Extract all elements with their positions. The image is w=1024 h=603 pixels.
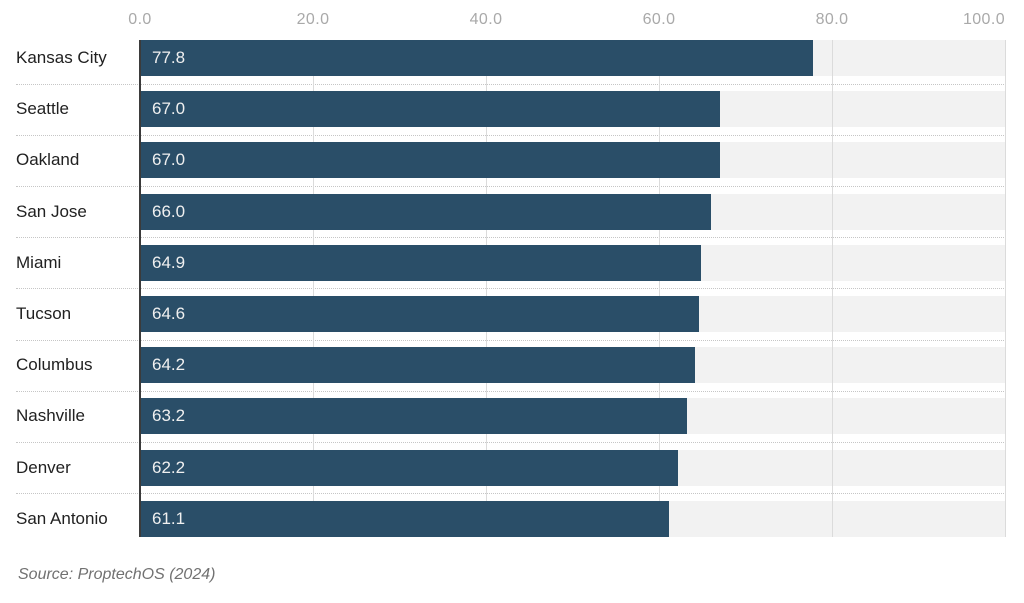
category-label: Tucson	[16, 304, 72, 323]
gridline	[486, 40, 487, 537]
row-separator	[16, 493, 1006, 495]
bar-value-label: 66.0	[152, 201, 186, 221]
x-tick-label: 20.0	[296, 11, 330, 28]
bar-value-label: 67.0	[152, 150, 186, 170]
category-label: Oakland	[16, 150, 80, 170]
row-separator	[16, 185, 1006, 187]
category-label: San Jose	[16, 201, 87, 221]
x-tick-label: 0.0	[128, 11, 152, 28]
gridline	[832, 40, 833, 537]
row-separator	[16, 83, 1006, 85]
category-label: Nashville	[16, 406, 85, 426]
bar-value-label: 67.0	[152, 99, 186, 119]
bar: 62.2	[140, 449, 679, 486]
source-caption: Source: ProptechOS (2024)	[18, 566, 216, 583]
bar: 77.8	[140, 40, 813, 76]
bar-value-label: 64.9	[152, 252, 186, 272]
x-tick-label: 80.0	[815, 11, 849, 28]
bar: 67.0	[140, 91, 720, 128]
y-axis-line	[139, 40, 141, 537]
category-label: Seattle	[16, 99, 69, 119]
bar-value-label: 64.2	[152, 355, 186, 375]
row-separator	[16, 441, 1006, 443]
category-label: Kansas City	[16, 48, 107, 67]
gridline	[313, 40, 314, 537]
bar: 66.0	[140, 193, 711, 230]
row-separator	[16, 390, 1006, 392]
bar-value-label: 61.1	[152, 508, 186, 528]
category-label: Denver	[16, 457, 71, 477]
bar: 64.9	[140, 244, 702, 281]
bar: 67.0	[140, 142, 720, 179]
bar: 61.1	[140, 500, 669, 537]
row-separator	[16, 237, 1006, 239]
bar-value-label: 62.2	[152, 457, 186, 477]
bar: 64.6	[140, 296, 699, 332]
category-label: Columbus	[16, 355, 93, 375]
row-separator	[16, 134, 1006, 136]
bar-value-label: 63.2	[152, 406, 186, 426]
bar: 63.2	[140, 398, 687, 435]
bar-value-label: 64.6	[152, 304, 186, 323]
row-separator	[16, 339, 1006, 341]
gridline	[659, 40, 660, 537]
x-tick-label: 40.0	[469, 11, 503, 28]
category-label: Miami	[16, 252, 62, 272]
x-tick-label: 100.0	[962, 11, 1005, 28]
row-separator	[16, 288, 1006, 290]
bar-value-label: 77.8	[152, 48, 186, 67]
x-tick-label: 60.0	[642, 11, 676, 28]
bar: 64.2	[140, 347, 696, 384]
category-label: San Antonio	[16, 508, 108, 528]
gridline	[1005, 40, 1006, 537]
